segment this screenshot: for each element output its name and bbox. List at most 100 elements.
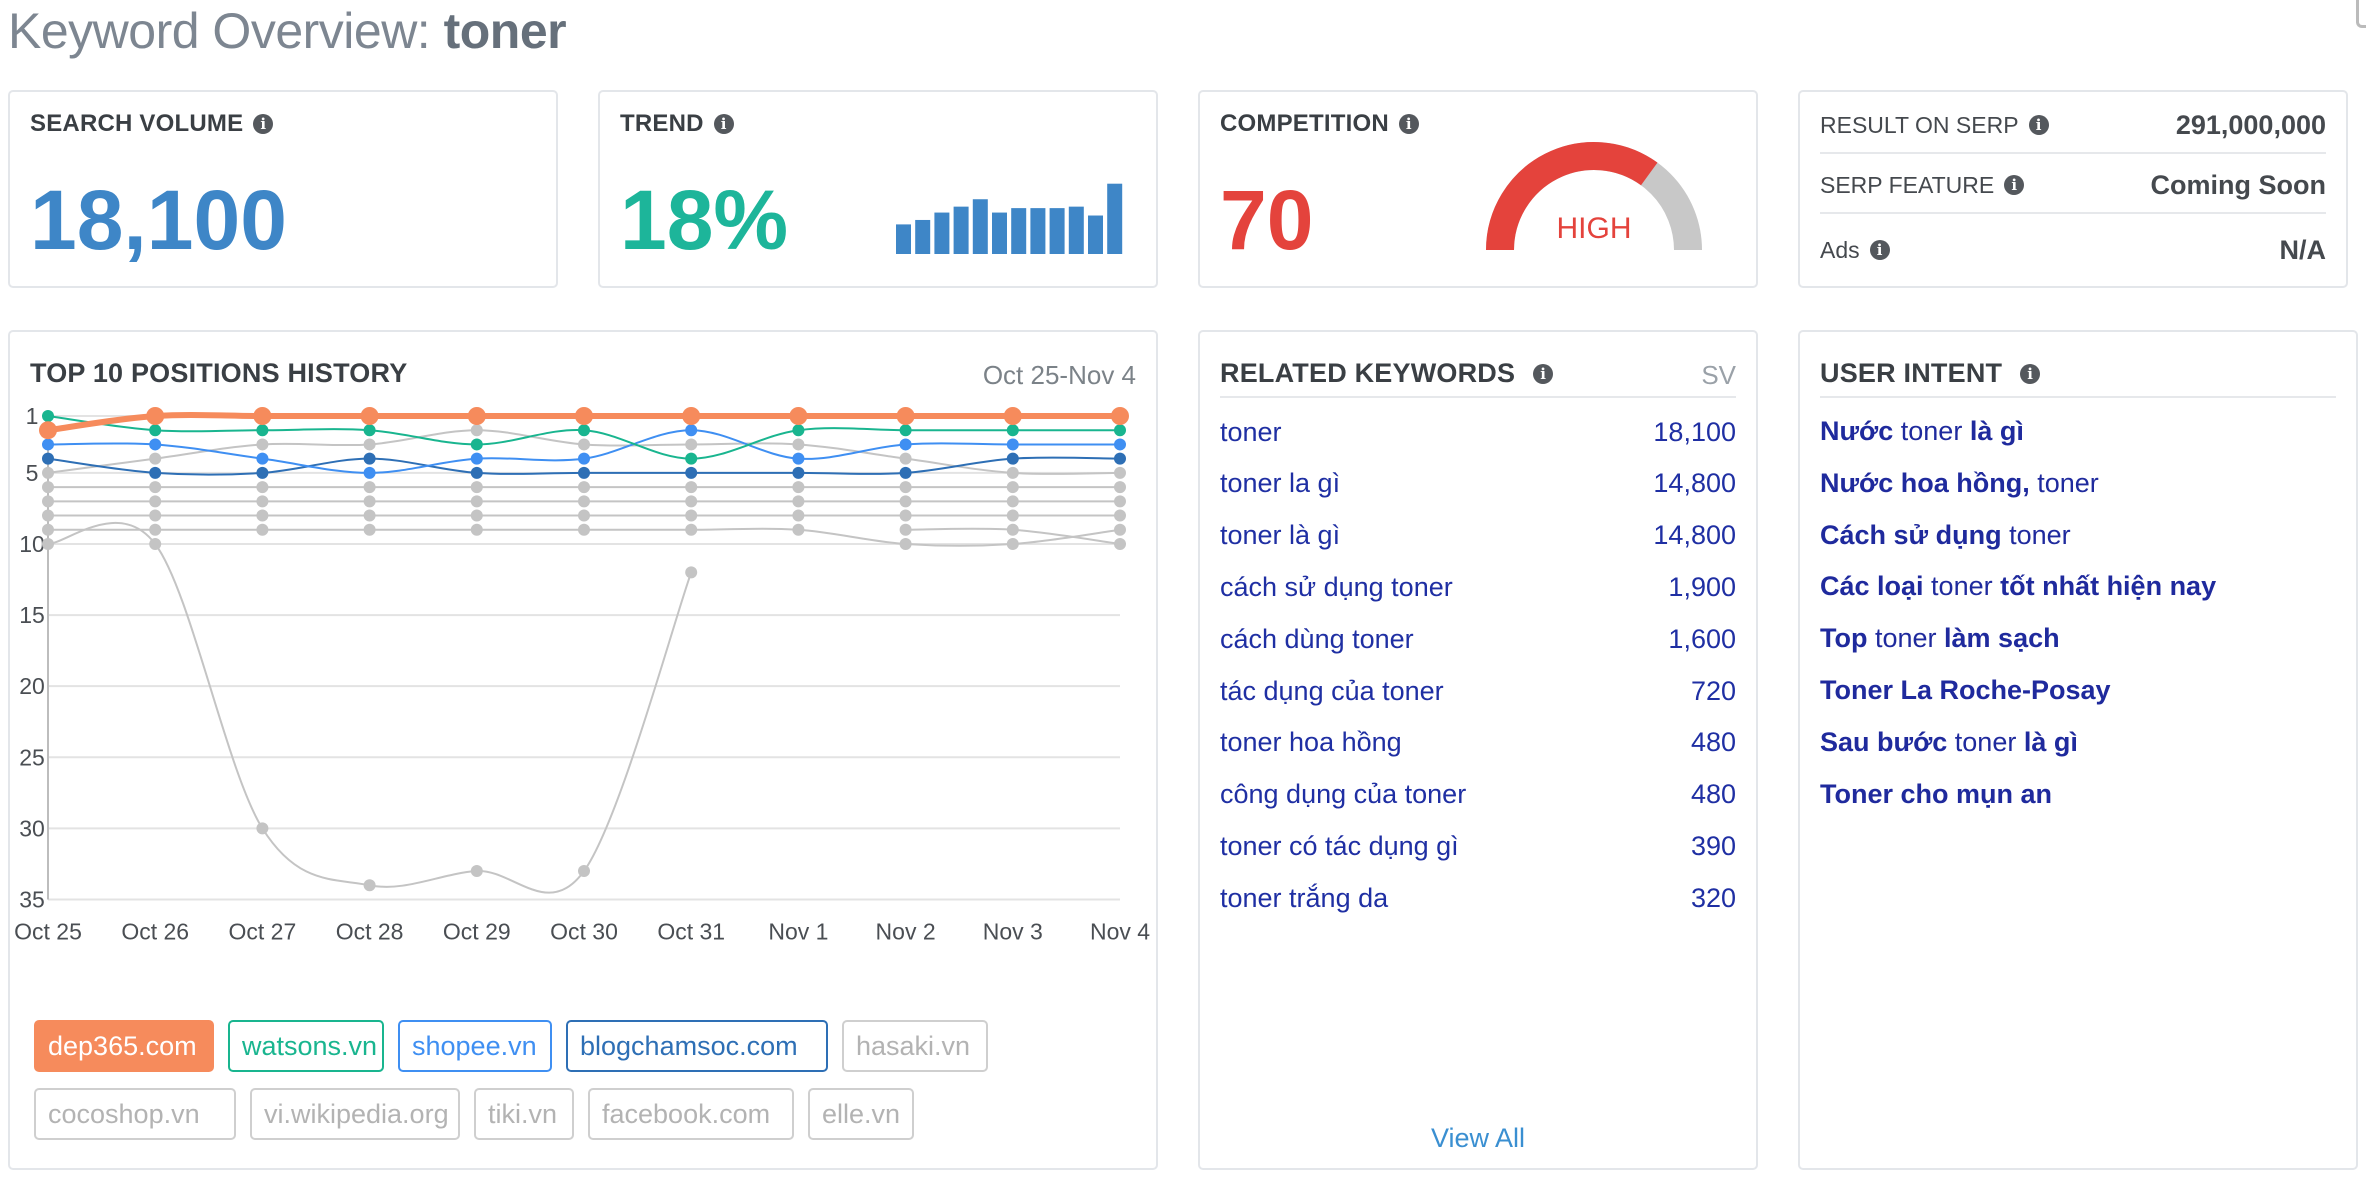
info-icon[interactable]: i (2020, 363, 2041, 384)
intent-item[interactable]: Cách sử dụng toner (1820, 520, 2071, 551)
data-point[interactable] (792, 481, 805, 494)
domain-tag[interactable]: elle.vn (808, 1088, 914, 1140)
data-point[interactable] (1006, 452, 1019, 465)
data-point[interactable] (792, 495, 805, 508)
related-keyword[interactable]: công dụng của toner (1220, 779, 1467, 810)
data-point[interactable] (1006, 481, 1019, 494)
related-keyword-row[interactable]: công dụng của toner 480 (1220, 769, 1736, 821)
data-point[interactable] (363, 495, 376, 508)
data-point[interactable] (470, 424, 483, 437)
related-keyword[interactable]: tác dụng của toner (1220, 675, 1444, 706)
related-keyword-row[interactable]: toner la gì 14,800 (1220, 458, 1736, 510)
data-point[interactable] (149, 481, 162, 494)
data-point[interactable] (42, 495, 54, 508)
data-point[interactable] (42, 537, 54, 550)
data-point[interactable] (578, 466, 590, 479)
data-point[interactable] (363, 438, 376, 451)
intent-item[interactable]: Top toner làm sạch (1820, 623, 2060, 654)
domain-tag[interactable]: shopee.vn (398, 1020, 552, 1072)
data-point[interactable] (789, 407, 808, 425)
data-point[interactable] (685, 438, 698, 451)
data-point[interactable] (256, 523, 269, 536)
data-point[interactable] (1006, 438, 1019, 451)
intent-item[interactable]: Toner cho mụn an (1820, 779, 2052, 810)
data-point[interactable] (685, 481, 698, 494)
info-icon[interactable]: i (1398, 114, 1419, 134)
info-icon[interactable]: i (713, 114, 734, 134)
data-point[interactable] (149, 523, 162, 536)
related-keyword-row[interactable]: toner có tác dụng gì 390 (1220, 820, 1736, 872)
data-point[interactable] (899, 495, 912, 508)
data-point[interactable] (1006, 466, 1019, 479)
data-point[interactable] (578, 452, 590, 465)
data-point[interactable] (685, 523, 698, 536)
data-point[interactable] (149, 509, 162, 522)
data-point[interactable] (685, 509, 698, 522)
related-keyword[interactable]: toner la gì (1220, 468, 1341, 499)
data-point[interactable] (899, 466, 912, 479)
data-point[interactable] (685, 452, 698, 465)
data-point[interactable] (578, 523, 590, 536)
data-point[interactable] (899, 523, 912, 536)
data-point[interactable] (42, 410, 54, 422)
data-point[interactable] (899, 537, 912, 550)
data-point[interactable] (792, 424, 805, 437)
data-point[interactable] (685, 466, 698, 479)
related-keyword-row[interactable]: toner trắng da 320 (1220, 872, 1736, 924)
data-point[interactable] (1114, 509, 1126, 522)
related-keyword-row[interactable]: cách sử dụng toner 1,900 (1220, 561, 1736, 613)
domain-tag[interactable]: cocoshop.vn (34, 1088, 236, 1140)
domain-tag[interactable]: blogchamsoc.com (566, 1020, 828, 1072)
data-point[interactable] (578, 481, 590, 494)
intent-item[interactable]: Toner La Roche-Posay (1820, 675, 2111, 706)
data-point[interactable] (682, 407, 701, 425)
data-point[interactable] (467, 407, 486, 425)
data-point[interactable] (792, 438, 805, 451)
domain-tag[interactable]: tiki.vn (474, 1088, 574, 1140)
data-point[interactable] (685, 495, 698, 508)
data-point[interactable] (256, 466, 269, 479)
data-point[interactable] (1114, 438, 1126, 451)
data-point[interactable] (42, 481, 54, 494)
data-point[interactable] (1114, 452, 1126, 465)
data-point[interactable] (42, 523, 54, 536)
related-keyword-row[interactable]: toner 18,100 (1220, 406, 1736, 458)
data-point[interactable] (896, 407, 915, 425)
data-point[interactable] (1111, 407, 1129, 425)
info-icon[interactable]: i (1533, 363, 1554, 384)
info-icon[interactable]: i (2028, 115, 2049, 135)
data-point[interactable] (470, 452, 483, 465)
data-point[interactable] (363, 466, 376, 479)
data-point[interactable] (899, 438, 912, 451)
related-keyword[interactable]: toner là gì (1220, 520, 1341, 551)
related-keyword-row[interactable]: cách dùng toner 1,600 (1220, 613, 1736, 665)
data-point[interactable] (792, 509, 805, 522)
data-point[interactable] (363, 452, 376, 465)
data-point[interactable] (899, 424, 912, 437)
data-point[interactable] (39, 421, 57, 440)
data-point[interactable] (149, 438, 162, 451)
info-icon[interactable]: i (2004, 175, 2025, 195)
data-point[interactable] (363, 424, 376, 437)
data-point[interactable] (146, 407, 165, 425)
info-icon[interactable]: i (1869, 240, 1890, 260)
data-point[interactable] (363, 879, 376, 892)
data-point[interactable] (575, 407, 593, 425)
intent-item[interactable]: Nước toner là gì (1820, 416, 2024, 447)
data-point[interactable] (1006, 537, 1019, 550)
data-point[interactable] (470, 523, 483, 536)
data-point[interactable] (1114, 537, 1126, 550)
data-point[interactable] (470, 495, 483, 508)
data-point[interactable] (42, 438, 54, 451)
data-point[interactable] (470, 438, 483, 451)
data-point[interactable] (1114, 424, 1126, 437)
data-point[interactable] (578, 495, 590, 508)
data-point[interactable] (578, 438, 590, 451)
data-point[interactable] (1114, 466, 1126, 479)
date-range[interactable]: Oct 25-Nov 4 (982, 360, 1136, 390)
data-point[interactable] (1114, 495, 1126, 508)
data-point[interactable] (149, 537, 162, 550)
related-keyword[interactable]: toner hoa hồng (1220, 727, 1402, 758)
data-point[interactable] (685, 424, 698, 437)
related-keyword-row[interactable]: tác dụng của toner 720 (1220, 665, 1736, 717)
